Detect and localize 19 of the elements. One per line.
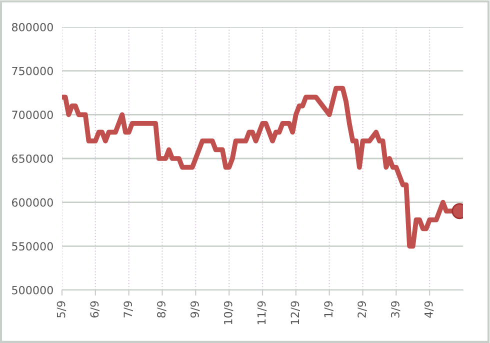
y-tick-label: 500000 [12,286,53,294]
x-tick-label: 10/9 [224,301,234,324]
x-tick-label: 3/9 [390,301,400,318]
y-tick-label: 800000 [12,22,53,32]
x-tick-label: 9/9 [190,301,200,318]
y-tick-label: 750000 [12,66,53,76]
y-tick-label: 650000 [12,154,53,163]
x-tick-label: 5/9 [56,301,66,318]
x-tick-label: 12/9 [290,301,300,324]
x-tick-label: 11/9 [257,301,267,324]
x-tick-label: 8/9 [157,301,166,318]
y-tick-label: 700000 [12,110,53,120]
y-tick-label: 600000 [12,198,53,207]
y-tick-label: 550000 [12,242,53,251]
x-tick-label: 7/9 [124,301,133,318]
x-tick-label: 6/9 [90,301,100,318]
x-tick-label: 1/9 [324,301,334,318]
x-tick-label: 4/9 [424,301,434,318]
x-tick-label: 2/9 [358,301,367,318]
